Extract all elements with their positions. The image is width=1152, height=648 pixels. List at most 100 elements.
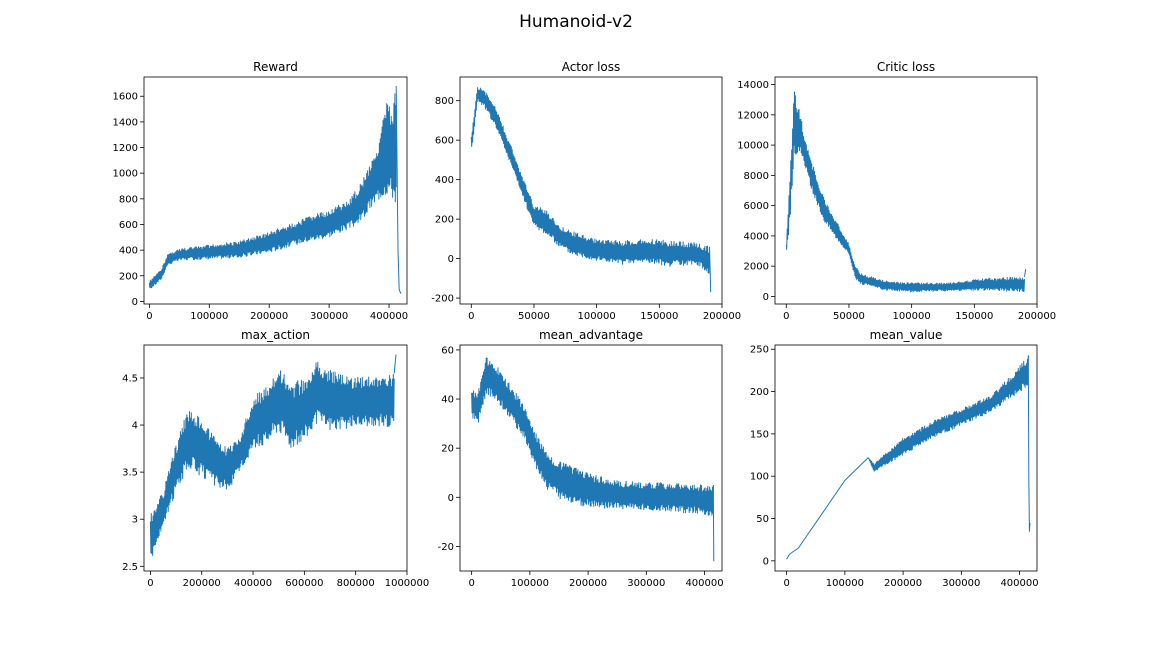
plot-title-mean-value: mean_value: [870, 328, 943, 342]
x-tick-label: 100000: [578, 311, 616, 322]
series-tail-max-action: [393, 354, 397, 374]
y-tick-label: 40: [441, 395, 454, 406]
plot-critic-loss: Critic loss 0 50000 100000 150000 200000 0 2000…: [737, 60, 1056, 322]
x-tick-label: 400000: [1000, 578, 1038, 589]
y-tick-label: 200: [435, 215, 454, 226]
x-tick-label: 400000: [370, 311, 408, 322]
x-tick-label: 0: [783, 311, 789, 322]
x-tick-label: 100000: [893, 311, 931, 322]
series-tail-mean-value: [1027, 355, 1031, 532]
plot-mean-value: mean_value 0 100000 200000 300000 400000 0 50 10…: [750, 328, 1039, 589]
y-tick-label: 8000: [744, 171, 769, 182]
plot-title-max-action: max_action: [241, 328, 310, 342]
series-noise-mean-advantage: [471, 357, 714, 516]
plot-actor-loss: Actor loss 0 50000 100000 150000 200000 -200 0 2…: [431, 60, 741, 322]
plot-title-critic-loss: Critic loss: [877, 60, 935, 74]
series-noise-reward: [148, 93, 397, 289]
series-line-mean-value: [786, 457, 869, 560]
y-tick-label: 50: [756, 514, 769, 525]
series-tail-mean-advantage: [712, 484, 715, 562]
plot-title-actor-loss: Actor loss: [562, 60, 621, 74]
figure-title: Humanoid-v2: [519, 12, 633, 32]
x-tick-label: 300000: [627, 578, 665, 589]
y-tick-label: 1600: [113, 92, 138, 103]
y-tick-label: 3.5: [122, 468, 138, 479]
axes-frame-mean-value: [774, 344, 1038, 572]
y-tick-label: -200: [431, 294, 454, 305]
axes-frame-critic-loss: [774, 76, 1038, 305]
y-tick-label: 250: [750, 345, 769, 356]
x-tick-label: 50000: [518, 311, 550, 322]
x-tick-label: 200000: [1018, 311, 1056, 322]
x-tick-label: 200000: [884, 578, 922, 589]
y-tick-label: 2000: [744, 262, 769, 273]
x-tick-label: 800000: [337, 578, 375, 589]
plot-title-mean-advantage: mean_advantage: [539, 328, 643, 342]
plot-mean-advantage: mean_advantage 0 100000 200000 300000 400000 -…: [438, 328, 724, 589]
x-tick-label: 600000: [285, 578, 323, 589]
series-noise-critic-loss: [785, 91, 1025, 293]
x-tick-label: 100000: [511, 578, 549, 589]
x-tick-label: 0: [147, 578, 153, 589]
x-tick-label: 150000: [640, 311, 678, 322]
x-tick-label: 50000: [833, 311, 865, 322]
y-tick-label: 150: [750, 429, 769, 440]
y-tick-label: 4000: [744, 231, 769, 242]
y-tick-label: 60: [441, 345, 454, 356]
y-tick-label: 12000: [737, 110, 769, 121]
y-tick-label: 600: [119, 220, 138, 231]
x-tick-label: 100000: [826, 578, 864, 589]
y-tick-label: 14000: [737, 80, 769, 91]
y-tick-label: 3: [132, 515, 138, 526]
plot-title-reward: Reward: [253, 60, 298, 74]
x-tick-label: 0: [468, 578, 474, 589]
series-tail-actor-loss: [709, 246, 712, 293]
y-tick-label: 600: [435, 136, 454, 147]
y-tick-label: 400: [119, 246, 138, 257]
x-tick-label: 150000: [955, 311, 993, 322]
x-tick-label: 300000: [942, 578, 980, 589]
y-tick-label: 100: [750, 472, 769, 483]
series-tail-reward: [395, 85, 402, 294]
axes-frame-mean-advantage: [459, 344, 723, 572]
plot-reward: Reward 0 100000 200000 300000 400000 0 200 400 60…: [113, 60, 409, 322]
y-tick-label: 1400: [113, 117, 138, 128]
y-tick-label: 800: [119, 194, 138, 205]
y-tick-label: -20: [438, 542, 454, 553]
y-tick-label: 2.5: [122, 562, 138, 573]
x-tick-label: 200000: [183, 578, 221, 589]
series-tail-critic-loss: [1024, 269, 1027, 277]
y-tick-label: 0: [763, 292, 769, 303]
y-tick-label: 1200: [113, 143, 138, 154]
series-noise-actor-loss: [470, 87, 710, 274]
y-tick-label: 6000: [744, 201, 769, 212]
axes-frame-max-action: [143, 344, 408, 572]
x-tick-label: 200000: [250, 311, 288, 322]
series-noise-max-action: [149, 361, 395, 556]
y-tick-label: 1000: [113, 169, 138, 180]
y-tick-label: 4.5: [122, 373, 138, 384]
y-tick-label: 0: [763, 556, 769, 567]
y-tick-label: 0: [448, 254, 454, 265]
y-tick-label: 4: [132, 421, 138, 432]
y-tick-label: 0: [132, 297, 138, 308]
x-tick-label: 0: [468, 311, 474, 322]
x-tick-label: 200000: [703, 311, 741, 322]
x-tick-label: 300000: [310, 311, 348, 322]
y-tick-label: 200: [750, 387, 769, 398]
y-tick-label: 800: [435, 96, 454, 107]
x-tick-label: 1000000: [385, 578, 430, 589]
x-tick-label: 100000: [190, 311, 228, 322]
y-tick-label: 20: [441, 444, 454, 455]
y-tick-label: 200: [119, 271, 138, 282]
y-tick-label: 0: [448, 493, 454, 504]
x-tick-label: 0: [783, 578, 789, 589]
plot-max-action: max_action 0 200000 400000 600000 800000 10000…: [122, 328, 429, 589]
series-noise-mean-value: [867, 356, 1029, 472]
x-tick-label: 200000: [569, 578, 607, 589]
y-tick-label: 400: [435, 175, 454, 186]
x-tick-label: 400000: [685, 578, 723, 589]
axes-frame-actor-loss: [459, 76, 723, 305]
axes-frame-reward: [143, 76, 408, 305]
